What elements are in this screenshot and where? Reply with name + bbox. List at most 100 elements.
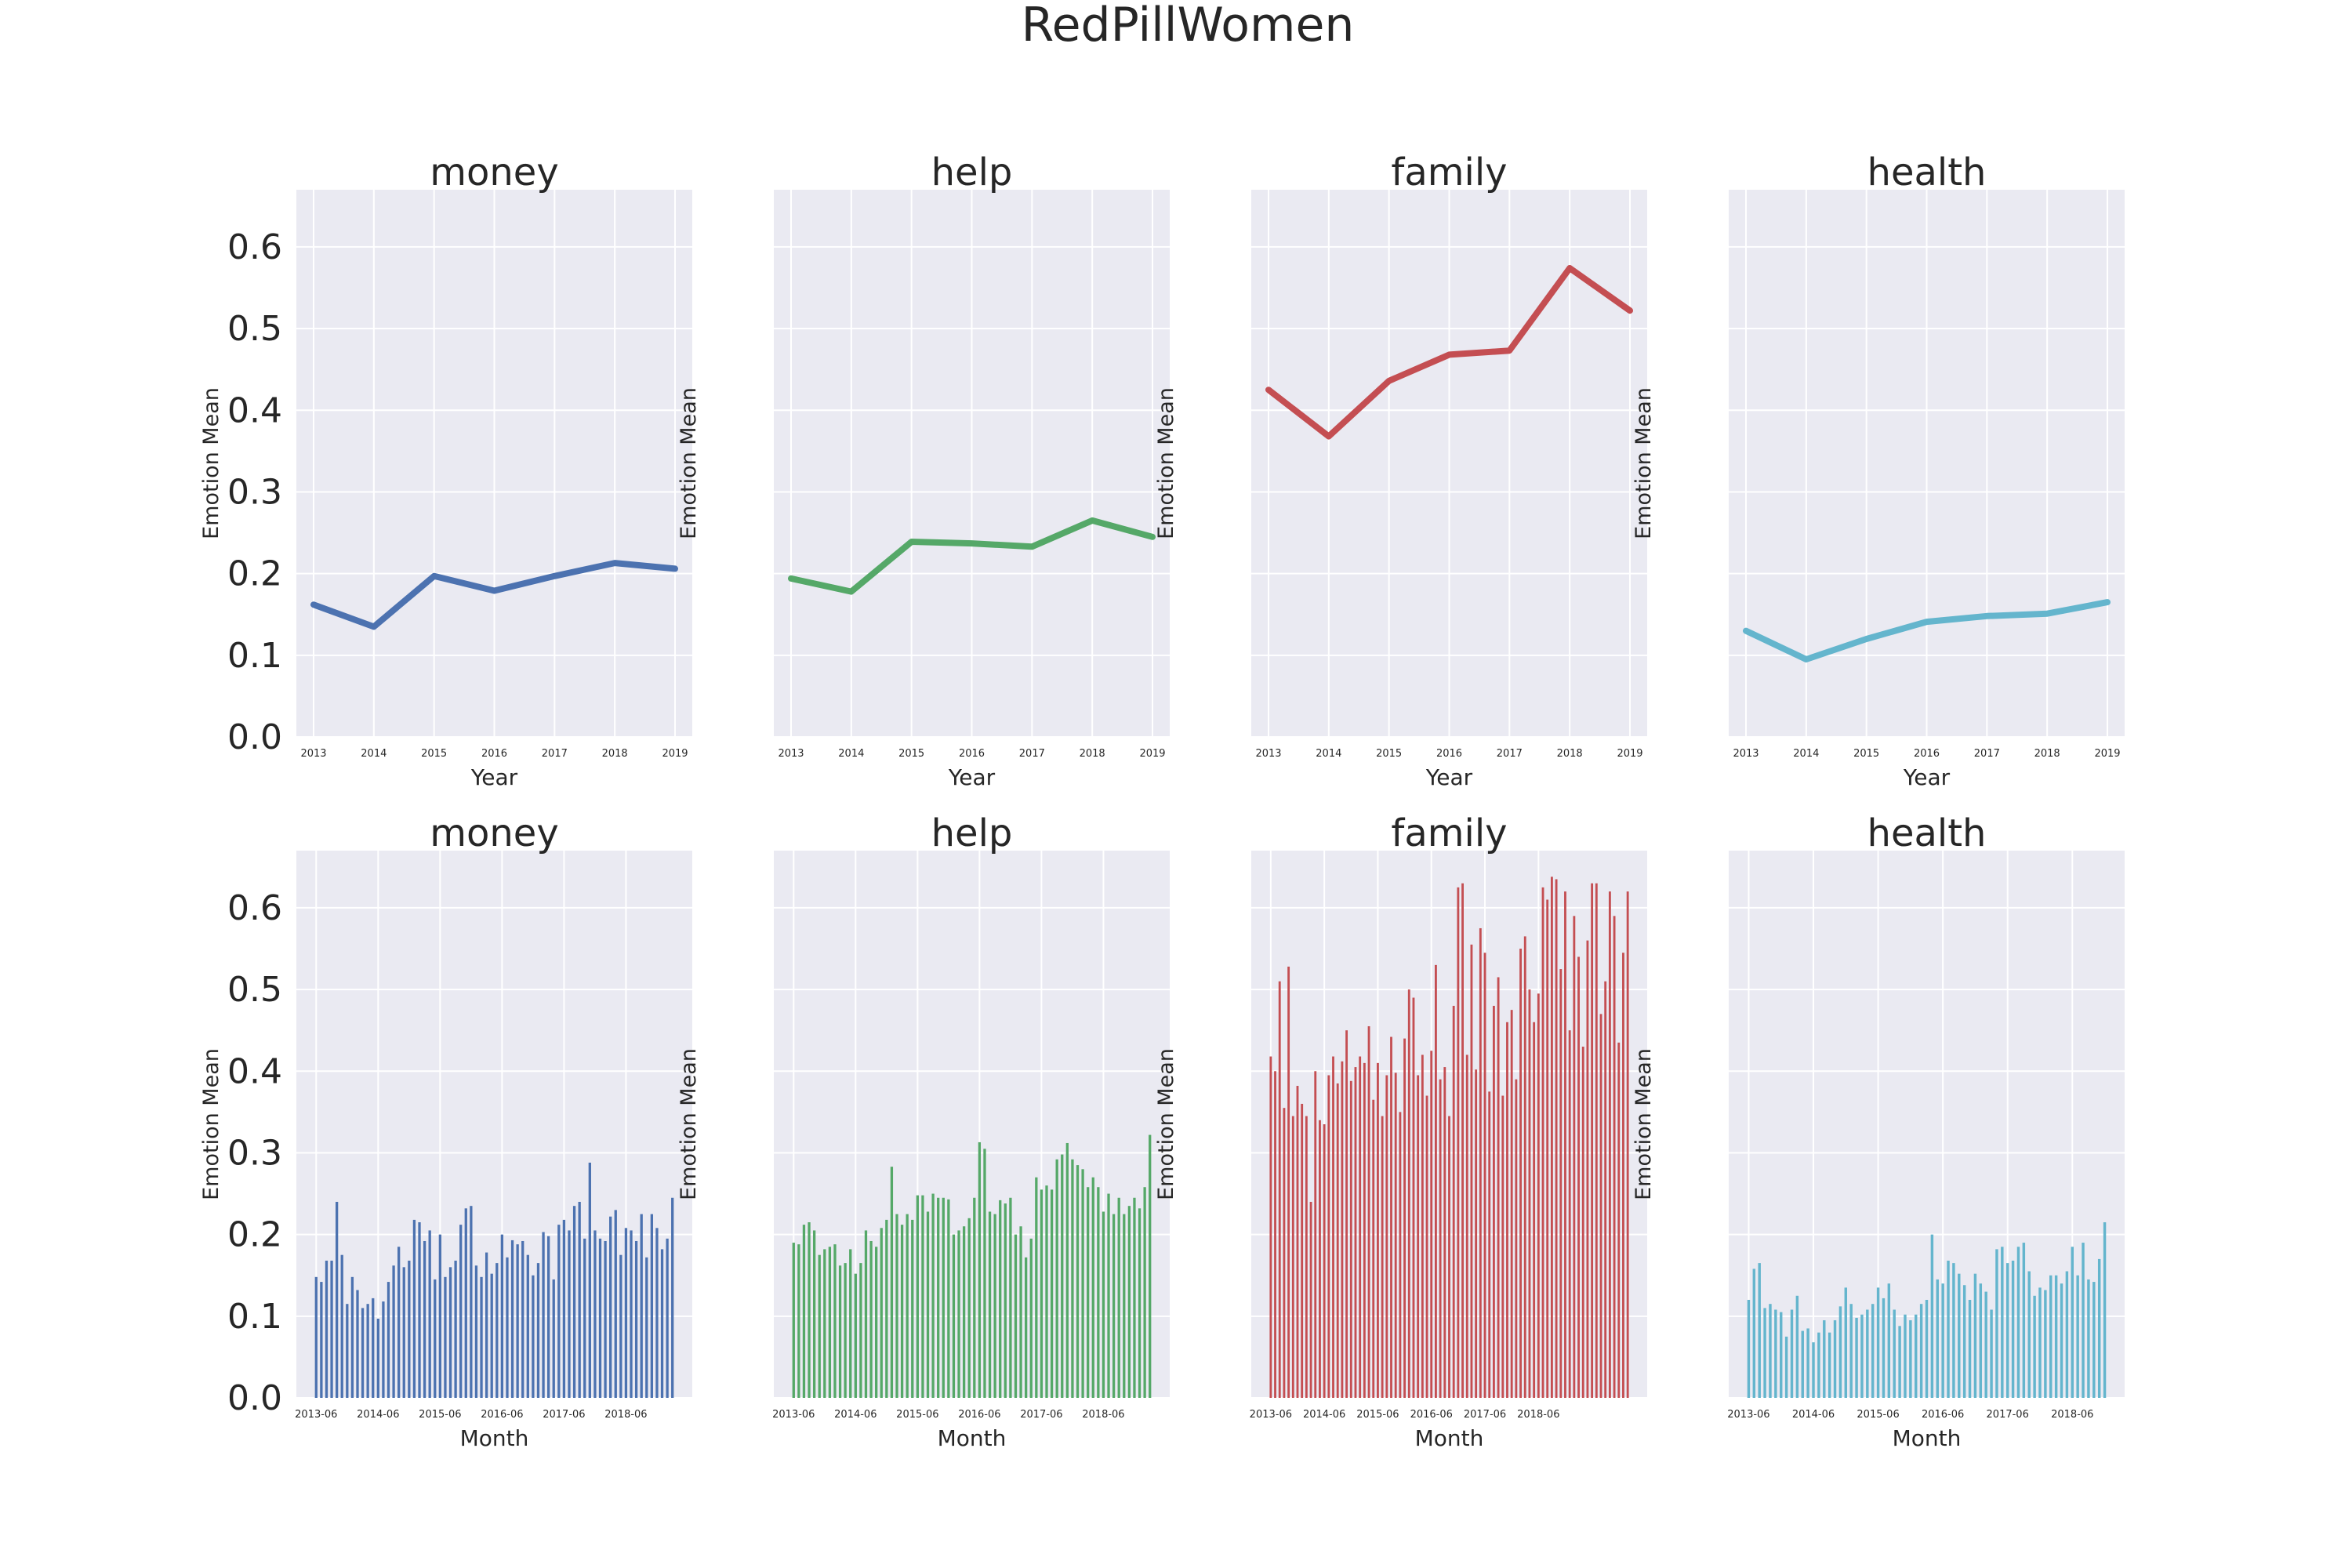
bar xyxy=(604,1240,607,1398)
y-tick-label: 0.0 xyxy=(227,717,282,757)
bar xyxy=(557,1225,561,1398)
bar xyxy=(402,1267,405,1398)
bar xyxy=(937,1197,940,1398)
bar xyxy=(2060,1283,2063,1398)
bar xyxy=(1591,883,1594,1398)
bar xyxy=(1952,1263,1955,1398)
bar xyxy=(614,1210,617,1398)
panel-title: help xyxy=(931,811,1013,855)
bar xyxy=(320,1282,323,1398)
bar xyxy=(906,1214,909,1398)
bar xyxy=(1112,1214,1116,1398)
bar xyxy=(1309,1201,1312,1398)
bar xyxy=(1483,953,1486,1398)
bar xyxy=(1117,1197,1120,1398)
bar xyxy=(568,1230,571,1398)
bar xyxy=(1040,1189,1044,1398)
bar xyxy=(526,1254,529,1398)
bar xyxy=(952,1234,956,1398)
x-axis-label: Year xyxy=(470,764,518,790)
bar xyxy=(376,1318,379,1398)
bar xyxy=(1871,1304,1875,1398)
bar xyxy=(921,1195,924,1398)
bar xyxy=(1336,1083,1339,1398)
bar xyxy=(1622,953,1624,1398)
bar xyxy=(916,1195,919,1398)
x-axis-label: Month xyxy=(1893,1425,1962,1451)
bar xyxy=(1403,1038,1406,1398)
chart-panel-monthly-money: money Emotion Mean Month 0.0 0.1 0.2 0.3 0.4 0.5… xyxy=(199,811,692,1451)
bar xyxy=(854,1273,857,1398)
bar xyxy=(1947,1260,1950,1398)
bar xyxy=(1323,1124,1326,1398)
y-tick-label: 0.5 xyxy=(227,970,282,1010)
bar xyxy=(833,1244,837,1398)
x-tick-label: 2014-06 xyxy=(1303,1409,1345,1421)
bar xyxy=(1029,1238,1033,1398)
panel-title: family xyxy=(1391,811,1507,855)
bar xyxy=(962,1226,966,1398)
bar xyxy=(2097,1258,2101,1398)
bar xyxy=(361,1308,365,1398)
panel-title: health xyxy=(1867,151,1987,194)
bar xyxy=(634,1240,638,1398)
bar xyxy=(1274,1071,1276,1398)
bar xyxy=(1958,1273,1961,1398)
x-tick-label: 2017-06 xyxy=(1020,1409,1062,1421)
bar xyxy=(1133,1197,1136,1398)
bar xyxy=(895,1214,898,1398)
bar xyxy=(1278,981,1281,1398)
bar xyxy=(1443,1067,1446,1398)
x-tick-label: 2013-06 xyxy=(295,1409,337,1421)
bar xyxy=(1555,879,1558,1398)
bar xyxy=(1435,964,1437,1398)
x-tick-label: 2015 xyxy=(898,748,924,760)
bar xyxy=(864,1230,868,1398)
bar xyxy=(890,1167,894,1398)
x-tick-label: 2017 xyxy=(1497,748,1523,760)
bar xyxy=(1925,1299,1929,1398)
y-axis-label: Emotion Mean xyxy=(677,387,701,539)
bar xyxy=(1149,1134,1152,1398)
bar xyxy=(1283,1108,1286,1398)
bar xyxy=(459,1225,463,1398)
bar xyxy=(1501,1095,1504,1398)
bar xyxy=(578,1201,581,1398)
bar xyxy=(1806,1328,1809,1398)
x-tick-label: 2014-06 xyxy=(834,1409,877,1421)
y-axis-label: Emotion Mean xyxy=(1154,387,1178,539)
x-tick-label: 2018 xyxy=(2034,748,2060,760)
bar xyxy=(366,1304,369,1398)
bar xyxy=(340,1254,343,1398)
bar xyxy=(325,1260,328,1398)
x-axis-label: Month xyxy=(938,1425,1007,1451)
bar xyxy=(1979,1283,1983,1398)
y-tick-label: 0.2 xyxy=(227,1215,282,1255)
bar xyxy=(2071,1247,2074,1398)
bar xyxy=(495,1263,499,1398)
bar xyxy=(1801,1330,1804,1398)
bar xyxy=(2049,1275,2053,1398)
bar xyxy=(1936,1279,1939,1398)
bar xyxy=(823,1249,826,1398)
bar xyxy=(1568,1030,1571,1398)
bar xyxy=(2022,1243,2026,1398)
bar xyxy=(1055,1159,1058,1398)
bar xyxy=(792,1243,795,1398)
x-tick-label: 2017 xyxy=(542,748,568,760)
bar xyxy=(1014,1234,1018,1398)
x-tick-label: 2017 xyxy=(1974,748,2000,760)
bar xyxy=(1417,1075,1420,1398)
bar xyxy=(993,1214,996,1398)
y-axis-label: Emotion Mean xyxy=(1632,387,1656,539)
x-tick-label: 2018 xyxy=(602,748,628,760)
bar xyxy=(1506,1022,1508,1398)
bar xyxy=(999,1200,1002,1398)
x-tick-label: 2018 xyxy=(1080,748,1105,760)
bar xyxy=(314,1276,318,1398)
x-tick-label: 2017-06 xyxy=(543,1409,585,1421)
bar xyxy=(1065,1142,1069,1398)
bar xyxy=(583,1238,586,1398)
bar xyxy=(1941,1283,1944,1398)
